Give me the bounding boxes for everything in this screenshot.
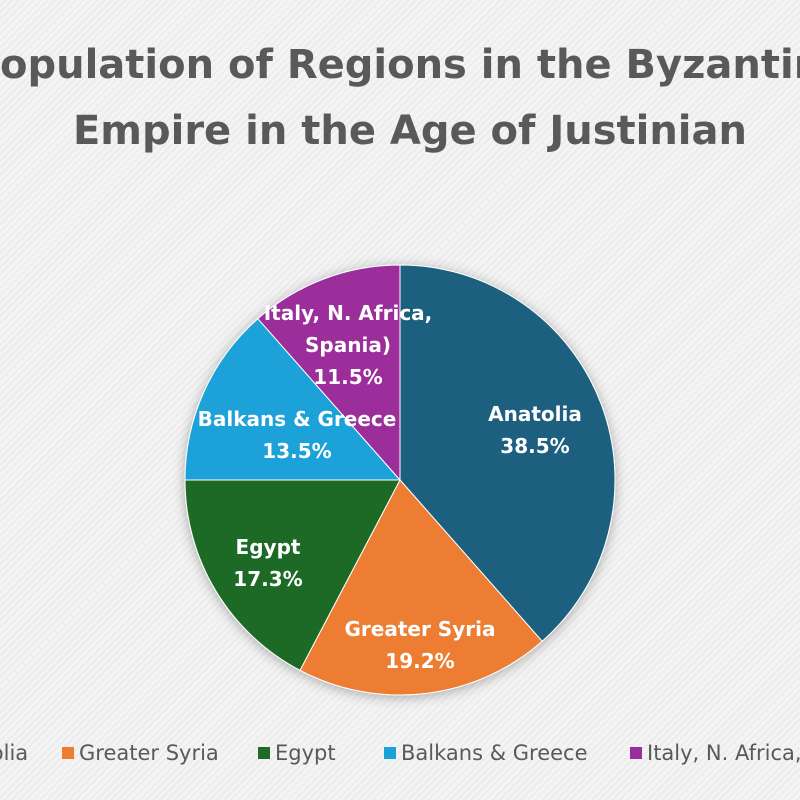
data-label-value: 19.2% — [385, 649, 455, 673]
data-label-name: Anatolia — [488, 402, 582, 426]
legend-label: Egypt — [275, 741, 336, 765]
data-label-value: 38.5% — [500, 434, 570, 458]
data-label-value: 17.3% — [233, 567, 303, 591]
chart-title: Population of Regions in the Byzantine E… — [0, 42, 800, 154]
data-label: Balkans & Greece 13.5% — [182, 403, 412, 467]
data-label-name: Greater Syria — [344, 617, 496, 641]
legend-label: Anatolia — [0, 741, 28, 765]
pie-slice — [299, 479, 543, 696]
data-label: Egypt 17.3% — [178, 531, 358, 595]
legend-label: Greater Syria — [79, 741, 219, 765]
legend-marker — [384, 747, 396, 759]
data-label: Greater Syria 19.2% — [310, 613, 530, 677]
data-label: Italy, N. Africa, Spania) 11.5% — [261, 297, 436, 393]
data-label-name: Balkans & Greece — [197, 407, 397, 431]
pie-slice — [184, 318, 402, 481]
data-label-value: 13.5% — [262, 439, 332, 463]
legend-marker — [630, 747, 642, 759]
pie-slice — [184, 479, 401, 672]
data-label-value: 11.5% — [313, 365, 383, 389]
legend-label: Balkans & Greece — [401, 741, 588, 765]
data-label-name: Italy, N. Africa, Spania) — [263, 301, 433, 357]
pie-slice — [399, 264, 616, 642]
legend-label: Italy, N. Africa, Spania) — [647, 741, 800, 765]
pie-slice — [257, 264, 401, 482]
legend-marker — [258, 747, 270, 759]
legend-marker — [62, 747, 74, 759]
data-label-name: Egypt — [235, 535, 301, 559]
data-label: Anatolia 38.5% — [425, 398, 645, 462]
